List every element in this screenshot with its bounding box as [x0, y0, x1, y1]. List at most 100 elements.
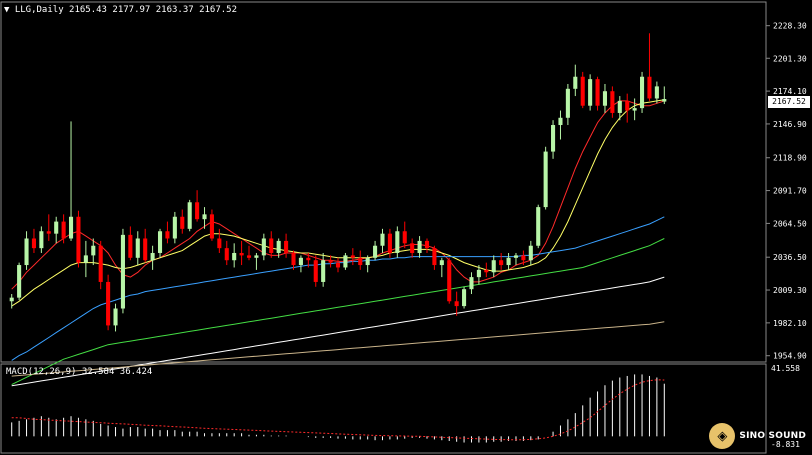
candle-body — [536, 207, 541, 246]
candle-body — [543, 151, 548, 208]
candle-body — [269, 238, 274, 253]
candle — [528, 240, 533, 266]
candle — [120, 228, 125, 314]
candle — [91, 238, 96, 266]
candle-body — [24, 238, 29, 266]
candle-body — [506, 257, 511, 266]
candle-body — [424, 240, 430, 249]
candle-body — [9, 297, 14, 302]
logo-emblem-icon: ◈ — [709, 423, 736, 449]
candle-body — [632, 108, 637, 111]
candle-body — [432, 248, 437, 266]
candle — [447, 257, 452, 304]
candle — [551, 120, 556, 159]
candle — [454, 291, 459, 316]
candle — [491, 255, 496, 278]
candle-body — [232, 252, 237, 261]
candle — [565, 83, 570, 126]
candle-body — [654, 86, 659, 99]
candle — [536, 204, 541, 249]
candle — [350, 248, 355, 266]
candle-body — [476, 269, 481, 278]
candle — [187, 199, 192, 232]
candle-body — [647, 76, 652, 99]
candle — [68, 121, 74, 241]
dropdown-triangle-icon[interactable]: ▼ — [4, 5, 10, 15]
candle — [209, 209, 214, 241]
candle-body — [202, 214, 207, 220]
candle-body — [402, 231, 407, 244]
candle — [432, 245, 437, 270]
candle-body — [610, 91, 615, 113]
candle-body — [157, 231, 163, 253]
candle-body — [439, 260, 444, 266]
moving-average-line — [11, 276, 665, 387]
y-tick-label: 2036.50 — [773, 253, 807, 262]
candle — [543, 146, 548, 210]
candle — [358, 250, 363, 270]
candle-body — [588, 79, 593, 106]
candle-body — [143, 238, 148, 261]
candle-body — [321, 260, 326, 282]
symbol-label: LLG,Daily — [14, 5, 64, 15]
candle-body — [350, 255, 355, 258]
candle — [306, 252, 311, 268]
candle — [469, 272, 474, 295]
candle — [365, 255, 370, 273]
candle — [239, 240, 244, 266]
candle-body — [165, 231, 170, 239]
y-tick-label: 1982.10 — [773, 319, 807, 328]
candle-body — [172, 216, 177, 239]
candle — [98, 240, 103, 290]
price-panel — [0, 1, 767, 363]
macd-values: 32.584 36.424 — [81, 367, 153, 377]
candle-body — [580, 76, 585, 106]
candle — [662, 86, 667, 105]
candle — [195, 190, 200, 222]
macd-panel — [0, 363, 767, 454]
candle-body — [54, 221, 59, 234]
candle — [217, 228, 222, 253]
candle-body — [276, 240, 281, 253]
candle — [172, 211, 177, 244]
candle — [298, 255, 303, 273]
candle — [625, 93, 630, 123]
candle-body — [209, 214, 214, 239]
candle — [395, 226, 400, 258]
candle-body — [298, 257, 303, 266]
candle-body — [602, 91, 608, 106]
macd-axis-bottom: -8.831 — [771, 440, 800, 449]
candle-body — [246, 255, 252, 258]
candle — [313, 255, 318, 287]
candle — [254, 252, 259, 270]
candle — [113, 303, 118, 332]
candle — [617, 96, 622, 121]
ohlc-values: 2165.43 2177.97 2163.37 2167.52 — [69, 5, 238, 15]
candle — [328, 255, 333, 268]
candle-body — [91, 245, 96, 256]
candle-body — [106, 281, 111, 326]
candle-body — [239, 252, 244, 256]
candle-body — [98, 245, 103, 282]
candle-body — [573, 76, 578, 89]
candle — [157, 228, 163, 258]
candle — [595, 76, 600, 111]
candle — [424, 238, 430, 253]
price-y-axis: 2228.30 2201.30 2174.10 2146.90 2118.90 2091.… — [766, 22, 807, 361]
current-price-tag: 2167.52 — [768, 96, 810, 108]
y-tick-label: 2146.90 — [773, 120, 807, 129]
candle — [506, 252, 511, 270]
candle-body — [528, 245, 533, 261]
y-tick-label: 2118.90 — [773, 154, 807, 163]
candle — [343, 252, 348, 270]
candle-body — [224, 248, 229, 261]
candle — [150, 245, 155, 270]
candle-body — [380, 233, 385, 246]
candle-body — [484, 269, 489, 273]
candle-body — [31, 238, 36, 249]
candle — [439, 257, 444, 278]
candle-body — [499, 260, 504, 266]
candle-body — [454, 301, 459, 307]
candle-body — [61, 221, 66, 239]
candle — [31, 228, 36, 253]
